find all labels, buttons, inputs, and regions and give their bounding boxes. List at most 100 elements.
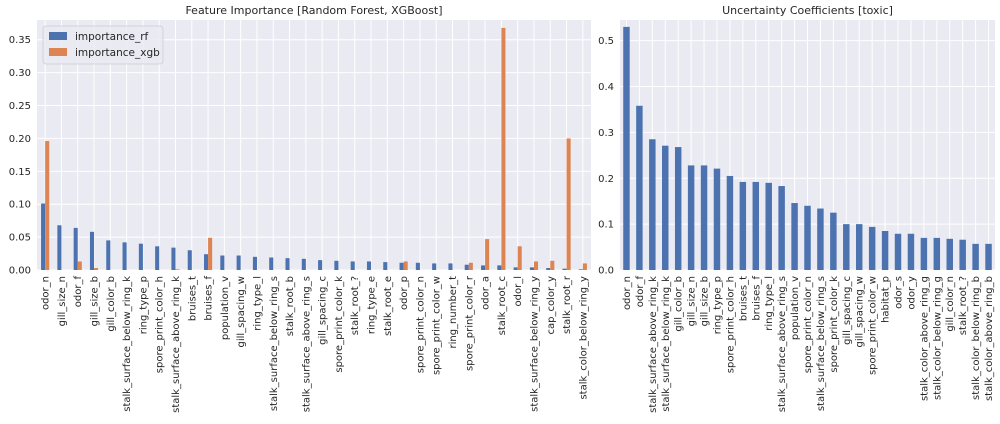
- y-tick-label: 0.10: [9, 200, 31, 211]
- bar-importance-rf-stalk-color-below-ring-y: [578, 269, 583, 270]
- bar-importance-xgb-spore-print-color-r: [468, 262, 473, 270]
- bar-importance-rf-population-v: [220, 255, 225, 270]
- bar-importance-rf-gill-size-b: [89, 231, 95, 270]
- x-tick-label: spore_print_color_k: [334, 276, 345, 373]
- x-tick-label: spore_print_color_k: [829, 276, 840, 373]
- x-tick-label: bruises_t: [738, 276, 749, 321]
- x-tick-label: gill_spacing_w: [855, 276, 866, 348]
- x-tick-label: spore_print_color_r: [464, 275, 475, 371]
- bar-importance-rf-odor-l: [513, 267, 518, 270]
- legend-swatch-importance-xgb: [49, 48, 67, 56]
- y-tick-label: 0.0: [598, 266, 614, 277]
- bar-importance-rf-spore-print-color-w: [432, 263, 437, 270]
- bar-importance-xgb-odor-p: [403, 261, 408, 270]
- y-tick-label: 0.4: [598, 82, 614, 93]
- bar-stalk-color-above-ring-b: [985, 243, 992, 270]
- x-tick-label: gill_size_b: [700, 276, 711, 326]
- x-tick-label: ring_type_e: [367, 276, 378, 334]
- x-tick-label: odor_l: [513, 276, 524, 306]
- bar-importance-xgb-odor-f: [77, 261, 82, 270]
- bar-odor-y: [907, 233, 915, 270]
- bar-bruises-t: [739, 181, 747, 270]
- x-tick-label: odor_y: [906, 276, 917, 310]
- x-tick-label: stalk_surface_below_ring_y: [529, 276, 540, 412]
- bar-stalk-color-above-ring-g: [920, 237, 928, 270]
- bar-spore-print-color-n: [804, 205, 811, 270]
- x-tick-label: odor_a: [481, 276, 492, 310]
- x-tick-label: odor_f: [73, 276, 84, 308]
- x-tick-label: ring_type_p: [712, 276, 723, 334]
- bar-importance-rf-stalk-surface-below-ring-s: [269, 257, 274, 270]
- bar-importance-rf-bruises-f: [204, 254, 209, 270]
- bar-gill-size-n: [687, 165, 695, 270]
- x-tick-labels-feature-importance: odor_n gill_size_n odor_f gill_size_b gill_c…: [41, 275, 590, 413]
- x-tick-label: gill_color_b: [106, 276, 117, 332]
- bar-gill-spacing-w: [855, 224, 863, 270]
- y-tick-label: 0.35: [9, 35, 31, 46]
- y-tick-labels-uncertainty: 0.0 0.1 0.2 0.3 0.4 0.5: [598, 36, 614, 276]
- bar-importance-rf-odor-p: [399, 262, 404, 270]
- x-tick-label: stalk_color_above_ring_b: [984, 276, 995, 401]
- x-tick-label: cap_color_y: [546, 276, 557, 335]
- bar-importance-rf-stalk-surface-above-ring-k: [171, 247, 176, 270]
- bar-importance-rf-odor-n: [41, 203, 46, 270]
- y-tick-label: 0.5: [598, 36, 614, 47]
- x-tick-labels-uncertainty: odor_n odor_f stalk_surface_above_ring_k st…: [622, 276, 995, 413]
- x-tick-label: gill_size_n: [687, 276, 698, 326]
- x-tick-label: stalk_surface_above_ring_s: [301, 276, 312, 412]
- bar-importance-rf-ring-type-l: [252, 256, 257, 270]
- x-tick-label: stalk_color_below_ring_b: [971, 276, 982, 400]
- y-tick-label: 0.05: [9, 233, 31, 244]
- x-tick-label: gill_size_n: [57, 276, 68, 326]
- bar-importance-rf-ring-number-t: [448, 263, 453, 270]
- bar-importance-rf-stalk-root-c: [497, 265, 502, 270]
- x-tick-label: population_v: [790, 276, 801, 340]
- bar-ring-type-p: [713, 168, 721, 270]
- x-tick-label: gill_size_b: [90, 276, 101, 326]
- x-tick-label: ring_type_l: [764, 276, 775, 331]
- bar-gill-spacing-c: [843, 224, 850, 270]
- y-tick-label: 0.25: [9, 101, 31, 112]
- bar-odor-f: [636, 105, 643, 270]
- x-tick-label: gill_color_n: [945, 276, 956, 332]
- bar-importance-xgb-odor-n: [45, 141, 50, 270]
- bar-importance-rf-odor-f: [73, 227, 78, 270]
- bars-uncertainty: [623, 26, 992, 270]
- x-tick-label: stalk_root_?: [350, 276, 361, 335]
- legend: importance_rf importance_xgb: [42, 25, 164, 65]
- bar-stalk-color-below-ring-b: [972, 243, 979, 270]
- x-tick-label: odor_f: [635, 276, 646, 308]
- bar-importance-xgb-bruises-f: [208, 237, 213, 270]
- chart-title-feature-importance: Feature Importance [Random Forest, XGBoo…: [185, 4, 442, 17]
- x-tick-label: stalk_surface_above_ring_k: [648, 276, 659, 413]
- bar-gill-size-b: [700, 165, 708, 270]
- bar-spore-print-color-w: [868, 226, 876, 270]
- bar-importance-xgb-stalk-color-below-ring-y: [582, 263, 587, 270]
- x-tick-label: stalk_surface_below_ring_k: [122, 276, 133, 412]
- x-tick-label: stalk_root_c: [497, 276, 508, 335]
- y-tick-label: 0.15: [9, 167, 31, 178]
- x-tick-label: bruises_t: [187, 276, 198, 321]
- bar-stalk-root: [959, 239, 966, 270]
- bar-importance-rf-stalk-surface-above-ring-s: [301, 258, 306, 270]
- bar-importance-xgb-stalk-root-c: [501, 27, 506, 270]
- x-tick-label: odor_n: [41, 276, 52, 310]
- bar-importance-xgb-stalk-surface-above-ring-k: [175, 269, 180, 270]
- x-tick-label: stalk_color_above_ring_g: [919, 276, 930, 401]
- x-tick-label: stalk_root_b: [285, 276, 296, 336]
- bar-importance-rf-stalk-root: [350, 261, 355, 270]
- y-tick-label: 0.1: [598, 220, 614, 231]
- bar-spore-print-color-k: [830, 212, 837, 270]
- bar-importance-rf-spore-print-color-k: [334, 260, 339, 270]
- bar-importance-rf-gill-size-n: [57, 225, 62, 270]
- x-tick-label: stalk_color_below_ring_y: [578, 276, 589, 400]
- x-tick-label: stalk_surface_below_ring_s: [269, 276, 280, 411]
- y-tick-labels-feature-importance: 0.00 0.05 0.10 0.15 0.20 0.25 0.30 0.35: [9, 35, 31, 276]
- y-tick-label: 0.20: [9, 134, 31, 145]
- x-tick-label: spore_print_color_h: [725, 276, 736, 373]
- x-tick-label: stalk_surface_below_ring_k: [661, 276, 672, 412]
- bar-stalk-surface-above-ring-k: [649, 139, 656, 270]
- bar-importance-xgb-stalk-root-r: [566, 138, 571, 270]
- x-tick-label: ring_type_p: [138, 276, 149, 334]
